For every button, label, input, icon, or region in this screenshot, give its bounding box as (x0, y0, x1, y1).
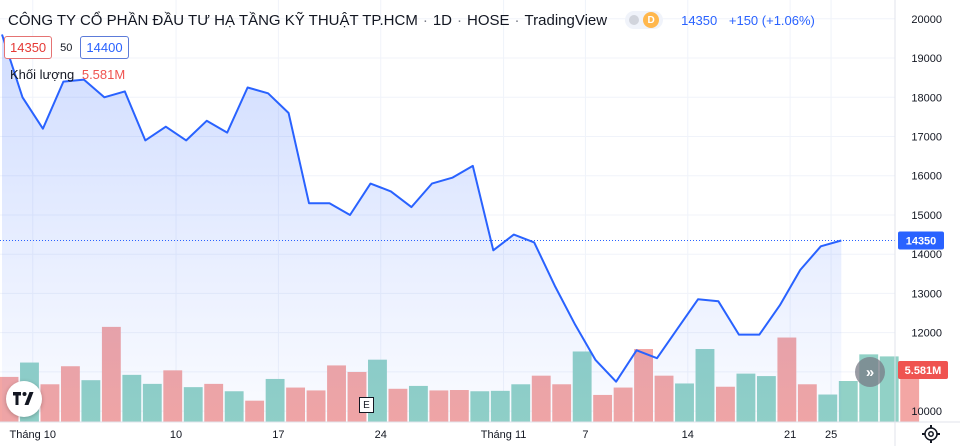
price-tick-label: 13000 (911, 288, 942, 300)
volume-bar (900, 371, 920, 422)
time-tick-label: 24 (375, 429, 387, 441)
price-tick-label: 10000 (911, 406, 942, 418)
price-series-line (1, 34, 842, 383)
price-tick-label: 19000 (911, 53, 942, 65)
separator: · (422, 11, 428, 29)
time-axis: Tháng 10 10 17 24 Tháng 11 7 14 21 25 (0, 421, 960, 441)
time-tick-label: 21 (784, 429, 796, 441)
symbol-title[interactable]: CÔNG TY CỔ PHẦN ĐẦU TƯ HẠ TẦNG KỸ THUẬT … (8, 11, 418, 29)
bid-ask-panel: 14350 50 14400 (4, 36, 129, 59)
time-tick-label: 25 (825, 429, 837, 441)
status-dot-icon (629, 15, 640, 25)
price-change: +150 (+1.06%) (728, 12, 815, 28)
price-tick-label: 20000 (911, 14, 942, 26)
price-tick-label: 12000 (911, 328, 942, 340)
volume-legend[interactable]: Khối lượng 5.581M (10, 67, 125, 82)
sell-button[interactable]: 14350 (4, 36, 53, 59)
time-tick-label: 10 (170, 429, 182, 441)
time-tick-label: 17 (272, 429, 284, 441)
time-tick-label: Tháng 11 (481, 429, 527, 441)
price-line (0, 34, 895, 383)
time-tick-label: Tháng 10 (10, 429, 56, 441)
tradingview-logo-icon[interactable] (6, 381, 42, 417)
delayed-data-icon: D (643, 12, 660, 28)
price-tick-label: 15000 (911, 210, 942, 222)
separator: · (457, 11, 463, 29)
spread-value: 50 (60, 41, 73, 54)
axis-labels: 14350 5.581M (898, 231, 948, 379)
gear-icon[interactable] (921, 424, 941, 444)
time-tick-label: 14 (682, 429, 694, 441)
price-tick-label: 16000 (911, 171, 942, 183)
price-tick-label: 14000 (911, 249, 942, 261)
time-tick-label: 7 (582, 429, 588, 441)
price-tick-label: 18000 (911, 92, 942, 104)
volume-legend-label: Khối lượng (10, 67, 75, 82)
volume-bar (838, 381, 858, 422)
quote: 14350 +150 (+1.06%) (681, 13, 815, 28)
separator: · (514, 11, 520, 29)
volume-value-label: 5.581M (905, 365, 942, 377)
interval-label[interactable]: 1D (432, 11, 453, 29)
last-price: 14350 (681, 12, 718, 28)
price-tick-label: 17000 (911, 132, 942, 144)
price-area-fill (2, 34, 842, 422)
volume-legend-value: 5.581M (81, 67, 126, 82)
chart-header: CÔNG TY CỔ PHẦN ĐẦU TƯ HẠ TẦNG KỸ THUẬT … (8, 9, 960, 31)
exchange-label: HOSE (467, 11, 510, 29)
source-label: TradingView (524, 11, 608, 29)
current-price-label: 14350 (906, 235, 937, 247)
buy-button[interactable]: 14400 (80, 36, 129, 59)
scroll-to-realtime-icon[interactable]: » (855, 357, 885, 387)
current-price-label-bg (898, 231, 944, 250)
earnings-marker[interactable]: E (359, 397, 374, 413)
volume-label-bg (898, 361, 948, 379)
price-area (2, 34, 842, 422)
data-status-badge[interactable]: D (625, 11, 664, 29)
